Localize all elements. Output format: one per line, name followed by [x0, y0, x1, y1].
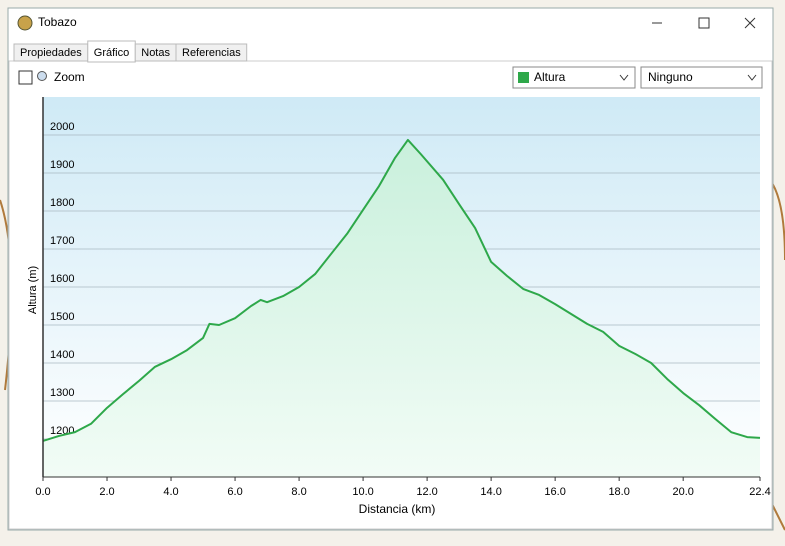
dropdown-arrow: [619, 74, 629, 81]
y-tick-label: 1800: [50, 197, 74, 209]
tab-label: Referencias: [182, 47, 241, 59]
second-select[interactable]: [640, 66, 763, 89]
close-button[interactable]: [744, 17, 756, 29]
y-tick-label: 1300: [50, 387, 74, 399]
x-tick-label: 22.4: [749, 486, 770, 498]
y-tick-label: 1600: [50, 273, 74, 285]
window-title: Tobazo: [38, 15, 77, 29]
x-tick-label: 20.0: [672, 486, 693, 498]
zoom-label: Zoom: [54, 70, 85, 84]
zoom-icon: [37, 71, 47, 81]
x-tick-label: 0.0: [35, 486, 50, 498]
series-swatch: [518, 72, 529, 83]
tab-label: Propiedades: [20, 47, 82, 59]
x-axis-label: Distancia (km): [359, 502, 436, 516]
x-tick-label: 6.0: [227, 486, 242, 498]
x-tick-label: 14.0: [480, 486, 501, 498]
tab-label: Gráfico: [94, 47, 129, 59]
x-tick-label: 18.0: [608, 486, 629, 498]
x-tick-label: 2.0: [99, 486, 114, 498]
maximize-button[interactable]: [698, 17, 710, 29]
x-tick-label: 4.0: [163, 486, 178, 498]
y-tick-label: 1500: [50, 311, 74, 323]
tab[interactable]: [175, 43, 248, 62]
area-fill: [43, 139, 760, 477]
y-axis-label: Altura (m): [27, 266, 39, 314]
x-tick-label: 12.0: [416, 486, 437, 498]
series-select[interactable]: [512, 66, 636, 89]
y-tick-label: 1400: [50, 349, 74, 361]
series-select-text: Altura: [534, 70, 566, 84]
x-tick-label: 8.0: [291, 486, 306, 498]
window-icon: [17, 15, 33, 31]
dropdown-arrow: [747, 74, 757, 81]
y-tick-label: 1700: [50, 235, 74, 247]
x-tick-label: 10.0: [352, 486, 373, 498]
second-select-text: Ninguno: [648, 70, 693, 84]
y-tick-label: 2000: [50, 121, 74, 133]
zoom-checkbox[interactable]: [18, 70, 33, 85]
y-tick-label: 1900: [50, 159, 74, 171]
profile-line: [42, 138, 761, 442]
tab-label: Notas: [141, 47, 170, 59]
x-tick-label: 16.0: [544, 486, 565, 498]
